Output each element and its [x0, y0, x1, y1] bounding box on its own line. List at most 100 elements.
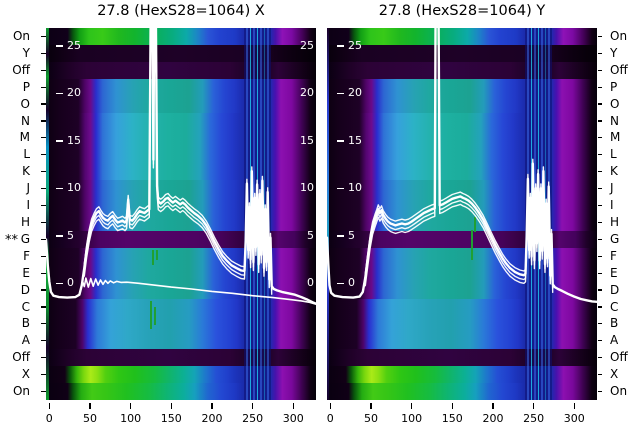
- row-tick-right: [597, 171, 602, 173]
- ytick-value: 15: [348, 133, 362, 147]
- row-label-right-d: D: [610, 282, 620, 297]
- star-marker: **: [5, 232, 18, 248]
- row-tick-left: [41, 171, 46, 173]
- x-axis-tick: [170, 403, 172, 409]
- inner-ytick-label: 10: [337, 181, 362, 195]
- row-label-left-o: O: [20, 96, 30, 111]
- trace-overlay: [46, 28, 316, 305]
- x-axis-tick-label: 100: [401, 412, 423, 425]
- ytick-dash-icon: [56, 45, 63, 47]
- row-tick-right: [597, 306, 602, 308]
- ytick-value: 25: [348, 38, 362, 52]
- x-axis-tick-label: 200: [201, 412, 223, 425]
- trace-main: [46, 28, 316, 305]
- row-label-right-off: Off: [610, 350, 628, 365]
- x-axis-tick: [329, 403, 331, 409]
- trace-secondary: [79, 277, 316, 305]
- ytick-dash-icon: [56, 92, 63, 95]
- x-axis-tick-label: 300: [282, 412, 304, 425]
- row-tick-left: [41, 154, 46, 156]
- green-mark: [474, 216, 477, 232]
- x-axis-tick: [411, 403, 413, 409]
- x-axis-tick: [211, 403, 213, 409]
- x-axis-tick-label: 100: [120, 412, 142, 425]
- x-axis-tick-label: 0: [45, 412, 53, 425]
- inner-ytick-label: 20: [56, 86, 81, 100]
- row-label-right-j: J: [610, 181, 614, 196]
- trace-echo: [83, 28, 273, 295]
- trace-echo: [83, 28, 273, 292]
- row-tick-right: [597, 340, 602, 342]
- inner-ytick-label: 25: [337, 39, 362, 53]
- row-tick-left: [41, 306, 46, 308]
- green-mark: [470, 230, 473, 261]
- row-label-right-g: G: [610, 231, 620, 246]
- row-label-left-off: Off: [12, 350, 30, 365]
- row-label-right-o: O: [610, 96, 620, 111]
- inner-ytick-label: 5: [56, 229, 74, 243]
- ytick-value: 25: [67, 38, 81, 52]
- row-tick-left: [41, 120, 46, 122]
- inner-ytick-label: 25: [56, 39, 81, 53]
- row-label-left-x: X: [21, 367, 30, 382]
- row-label-left-j: J: [26, 181, 30, 196]
- row-tick-left: [41, 272, 46, 274]
- green-mark: [151, 250, 154, 266]
- ytick-value: 20: [67, 86, 81, 100]
- row-label-left-l: L: [23, 147, 30, 162]
- row-label-right-m: M: [610, 130, 621, 145]
- row-label-left-off: Off: [12, 62, 30, 77]
- x-axis-tick: [533, 403, 535, 409]
- edge-strip: [46, 28, 49, 400]
- row-label-right-on: On: [610, 29, 628, 43]
- row-label-right-n: N: [610, 113, 619, 128]
- row-label-left-i: I: [26, 198, 30, 213]
- row-tick-left: [41, 255, 46, 257]
- inner-ytick-label: 20: [337, 86, 362, 100]
- edge-strip: [327, 28, 329, 400]
- ytick-value: 10: [348, 181, 362, 195]
- row-label-left-d: D: [20, 282, 30, 297]
- trace-echo: [364, 28, 554, 290]
- row-tick-left: [41, 86, 46, 88]
- inner-ytick-label: 0: [56, 276, 74, 290]
- ytick-dash-icon: [56, 282, 63, 285]
- row-tick-left: [41, 137, 46, 139]
- row-label-right-off: Off: [610, 62, 628, 77]
- inner-ytick-label: 15: [337, 134, 362, 148]
- x-axis-tick: [252, 403, 254, 409]
- heatmap-panel-y: 25 20 15 10 5 0: [327, 28, 597, 400]
- row-label-left-g: G: [20, 231, 30, 246]
- green-mark: [156, 250, 159, 261]
- row-tick-right: [597, 390, 602, 393]
- row-tick-right: [597, 86, 602, 88]
- row-label-right-h: H: [610, 215, 620, 229]
- row-tick-left: [41, 103, 46, 105]
- ytick-value: 5: [348, 228, 355, 242]
- ytick-dash-icon: [56, 187, 63, 190]
- row-label-right-p: P: [610, 79, 618, 94]
- row-tick-right: [597, 238, 602, 240]
- row-tick-left: [41, 390, 46, 393]
- row-tick-right: [597, 323, 602, 325]
- row-tick-right: [597, 120, 602, 122]
- row-label-left-on: On: [12, 384, 30, 399]
- x-axis-tick: [573, 403, 575, 409]
- x-axis-tick: [130, 403, 132, 409]
- row-label-right-on: On: [610, 384, 628, 399]
- inner-ytick-label-right: 10: [300, 181, 314, 195]
- ytick-dash-icon: [337, 187, 344, 190]
- x-axis-tick: [292, 403, 294, 409]
- row-label-right-k: K: [610, 164, 618, 179]
- trace-echo: [83, 28, 273, 283]
- row-label-right-a: A: [610, 333, 619, 348]
- ytick-dash-icon: [56, 140, 63, 142]
- inner-ytick-label: 10: [56, 181, 81, 195]
- row-tick-right: [597, 137, 602, 139]
- row-label-right-f: F: [610, 248, 617, 263]
- ytick-value: 20: [348, 86, 362, 100]
- ytick-value: 0: [67, 276, 74, 290]
- row-tick-right: [597, 35, 602, 38]
- panel-title-left: 27.8 (HexS28=1064) X: [97, 3, 265, 19]
- row-tick-left: [41, 52, 46, 54]
